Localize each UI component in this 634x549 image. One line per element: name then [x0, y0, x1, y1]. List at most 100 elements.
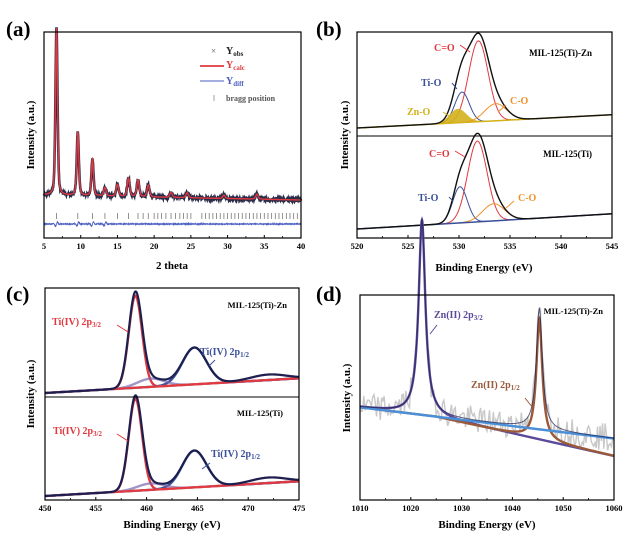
annot-b-top-zno: Zn-O	[407, 107, 431, 118]
panel-c-xlabel: Binding Energy (eV)	[123, 519, 221, 531]
panel-b-plot-area	[356, 32, 613, 230]
x-tick-label: 470	[242, 503, 255, 513]
panel-a-plot-area	[42, 27, 303, 228]
panel-b-xlabel: Binding Energy (eV)	[435, 262, 533, 274]
panel-b-ylabel: Intensity (a.u.)	[339, 100, 351, 169]
envelope-fit	[359, 218, 615, 439]
legend-obs-label: Yobs	[226, 46, 244, 58]
arrow-c-top-2p12	[208, 359, 216, 367]
annot-d-2p12: Zn(II) 2p1/2	[471, 380, 520, 392]
panel-label-c: (c)	[6, 282, 29, 306]
legend-obs-marker: ×	[211, 46, 216, 56]
panel-d-xlabel: Binding Energy (eV)	[438, 519, 536, 531]
x-tick-label: 530	[453, 241, 466, 251]
panel-label-a: (a)	[6, 17, 31, 41]
envelope-fit	[44, 290, 299, 395]
panel-a-x-ticks: 5 10 15 20 25 30 35 40	[42, 235, 305, 251]
annot-d-2p32: Zn(II) 2p3/2	[434, 310, 483, 322]
arrow-c-bottom-2p12	[201, 462, 211, 470]
panel-c-sample-bottom: MIL-125(Ti)	[237, 408, 283, 418]
annot-c-bottom-2p12: Ti(IV) 2p1/2	[211, 449, 261, 461]
panel-b-x-ticks: 520 525 530 535 540 545	[351, 235, 619, 251]
panel-b-frame	[356, 31, 613, 239]
x-tick-label: 1020	[402, 503, 419, 513]
component-ti-o	[356, 186, 613, 230]
component-zn-o	[356, 108, 613, 129]
x-tick-label: 5	[42, 241, 46, 251]
x-tick-label: 475	[293, 503, 306, 513]
x-tick-label: 25	[187, 241, 196, 251]
x-tick-label: 1040	[504, 503, 521, 513]
envelope-fit	[44, 394, 299, 498]
x-tick-label: 10	[76, 241, 85, 251]
panel-label-d: (d)	[316, 282, 342, 306]
arrow-d-2p32	[429, 324, 438, 335]
annot-b-bottom-tio: Ti-O	[418, 193, 439, 204]
arrow-b-top-zno	[442, 111, 452, 118]
arrow-c-bottom-2p32	[116, 433, 129, 442]
arrow-b-top-tio	[451, 82, 458, 90]
arrow-b-bottom-tio	[448, 196, 454, 202]
panel-a-legend: × Yobs Ycalc Ydiff bragg position	[200, 46, 276, 103]
x-tick-label: 535	[504, 241, 517, 251]
x-tick-label: 460	[140, 503, 153, 513]
x-tick-label: 540	[555, 241, 568, 251]
x-tick-label: 545	[606, 241, 619, 251]
legend-calc-label: Ycalc	[226, 60, 245, 72]
envelope-fit	[356, 32, 613, 129]
legend-diff-label: Ydiff	[226, 76, 244, 88]
x-tick-label: 1010	[352, 503, 369, 513]
panel-d-sample: MIL-125(Ti)-Zn	[544, 306, 604, 316]
annot-b-top-co-single: C-O	[510, 96, 529, 107]
arrow-b-bottom-co-single	[505, 200, 515, 209]
x-tick-label: 455	[89, 503, 102, 513]
x-tick-label: 1060	[606, 503, 623, 513]
annot-b-top-tio: Ti-O	[421, 78, 442, 89]
panel-c: 450 455 460 465 470 475 Binding Energy (eV) I…	[25, 287, 306, 531]
series-ydiff	[43, 220, 302, 228]
x-tick-label: 450	[39, 503, 52, 513]
panel-d-ylabel: Intensity (a.u.)	[341, 363, 353, 432]
raw-data-noise	[359, 228, 615, 451]
panel-d-x-ticks: 1010 1020 1030 1040 1050 1060	[352, 497, 623, 513]
panel-label-b: (b)	[316, 17, 342, 41]
arrow-b-top-co-single	[497, 104, 507, 113]
x-tick-label: 1050	[555, 503, 572, 513]
series-yobs	[42, 27, 303, 206]
panel-c-plot-area	[44, 290, 300, 498]
x-tick-label: 20	[150, 241, 159, 251]
panel-d-frame	[359, 294, 615, 501]
component-ti-o	[356, 91, 613, 129]
panel-b-sample-bottom: MIL-125(Ti)	[543, 149, 592, 159]
component-c-o	[356, 103, 613, 129]
panel-d: 1010 1020 1030 1040 1050 1060 Binding Energy …	[341, 216, 623, 531]
envelope-fit	[356, 132, 613, 230]
arrow-c-top-2p32	[116, 324, 129, 333]
series-ycalc	[43, 28, 301, 201]
x-tick-label: 1030	[453, 503, 470, 513]
panel-a-ylabel: Intensity (a.u.)	[25, 100, 37, 169]
x-tick-label: 465	[191, 503, 204, 513]
panel-b-sample-top: MIL-125(Ti)-Zn	[529, 48, 592, 58]
annot-b-bottom-co-single: C-O	[518, 193, 537, 204]
x-tick-label: 525	[402, 241, 415, 251]
panel-a-xlabel: 2 theta	[156, 260, 189, 272]
annot-c-top-2p32: Ti(IV) 2p3/2	[52, 317, 102, 329]
arrow-d-2p12	[524, 397, 534, 409]
x-tick-label: 35	[260, 241, 269, 251]
arrow-b-top-co-double	[459, 44, 471, 53]
legend-bragg-label: bragg position	[226, 94, 276, 103]
x-tick-label: 30	[223, 241, 232, 251]
panel-a: 5 10 15 20 25 30 35 40 2 theta Intensity (a.u.)…	[25, 27, 305, 272]
panel-b: 520 525 530 535 540 545 Binding Energy (eV) I…	[339, 31, 619, 274]
x-tick-label: 520	[351, 241, 364, 251]
panel-d-plot-area	[359, 216, 615, 458]
component-zn-ii-2p3-2	[359, 216, 615, 458]
x-tick-label: 15	[113, 241, 122, 251]
annot-c-bottom-2p32: Ti(IV) 2p3/2	[53, 426, 103, 438]
annot-b-bottom-co-double: C=O	[429, 149, 450, 160]
arrow-b-bottom-co-double	[454, 150, 466, 158]
background-line	[359, 406, 615, 440]
panel-c-sample-top: MIL-125(Ti)-Zn	[228, 300, 288, 310]
